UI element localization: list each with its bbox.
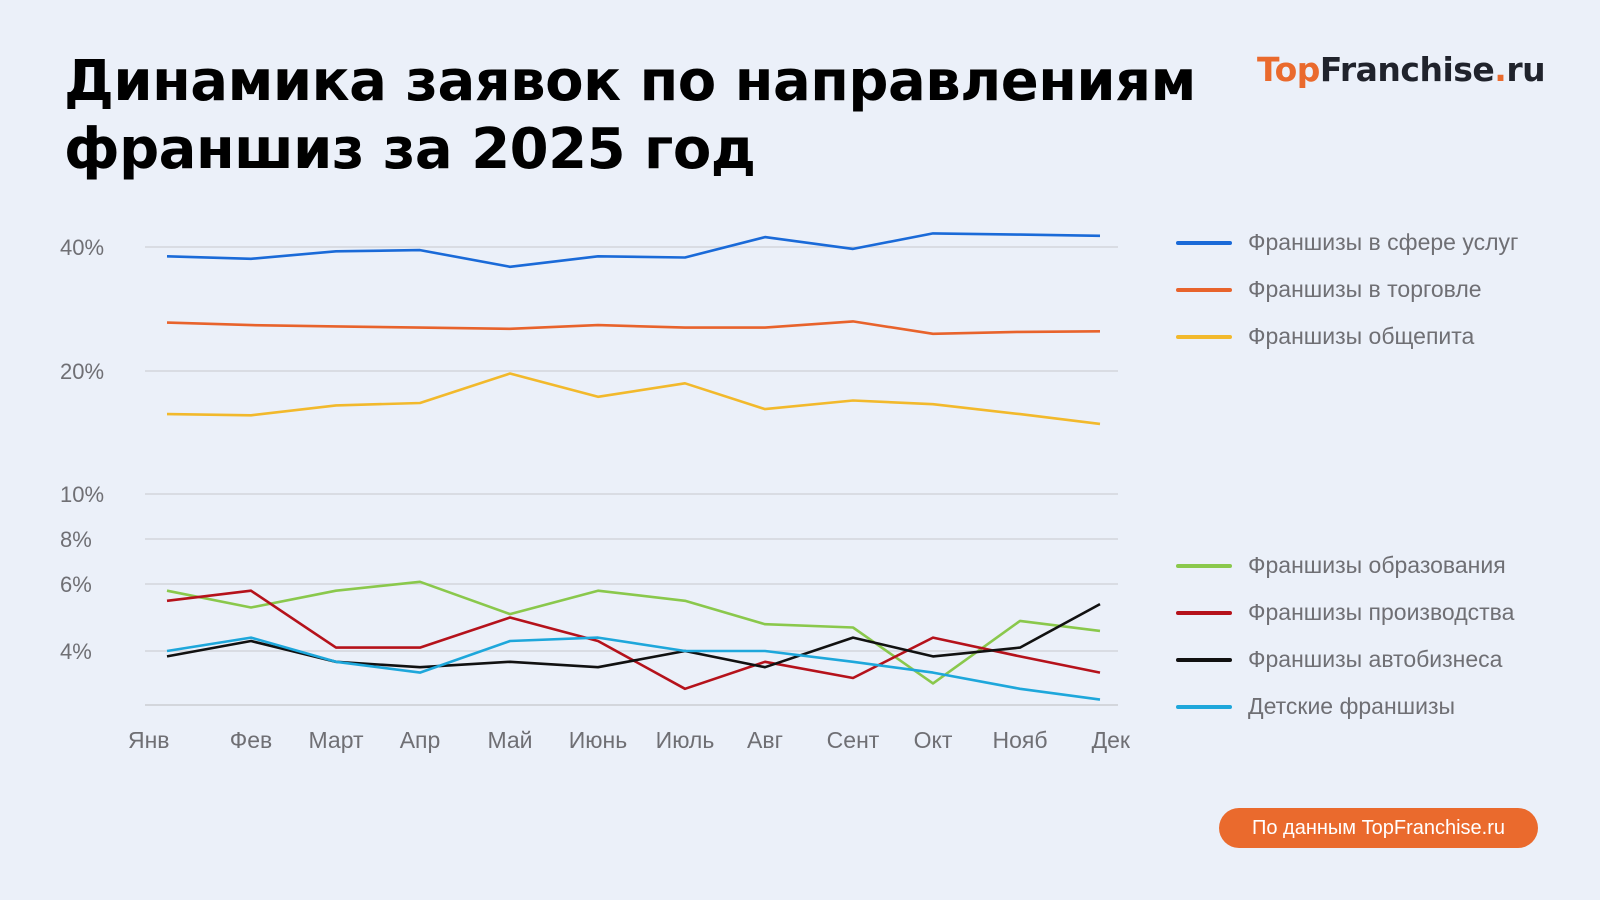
legend-swatch-auto: [1176, 657, 1232, 662]
series-line: [166, 636, 1101, 701]
logo-top: Top: [1257, 50, 1320, 89]
series-line: [166, 372, 1101, 426]
chart-series: [166, 232, 1101, 701]
legend-label: Детские франшизы: [1248, 693, 1456, 719]
x-tick-label: Июнь: [569, 727, 627, 753]
topfranchise-logo: TopFranchise.ru: [1257, 50, 1546, 89]
legend-swatch-food: [1176, 334, 1232, 339]
legend-swatch-production: [1176, 610, 1232, 615]
legend-item: Франшизы образования: [1176, 542, 1514, 589]
chart-gridlines: [145, 246, 1118, 706]
legend-item: Детские франшизы: [1176, 683, 1514, 730]
x-tick-label: Май: [487, 727, 532, 753]
y-tick-label: 20%: [60, 359, 104, 384]
y-tick-label: 40%: [60, 235, 104, 260]
legend-top-group: Франшизы в сфере услуг Франшизы в торгов…: [1176, 219, 1518, 360]
source-badge: По данным TopFranchise.ru: [1219, 808, 1538, 848]
legend-label: Франшизы производства: [1248, 599, 1515, 625]
legend-swatch-education: [1176, 563, 1232, 568]
y-tick-label: 10%: [60, 482, 104, 507]
y-tick-label: 6%: [60, 572, 92, 597]
legend-item: Франшизы производства: [1176, 589, 1514, 636]
series-line: [166, 580, 1101, 685]
y-tick-label: 8%: [60, 527, 92, 552]
x-tick-label: Сент: [827, 727, 880, 753]
logo-ru: ru: [1506, 50, 1546, 89]
legend-label: Франшизы в торговле: [1248, 276, 1482, 302]
logo-franchise: Franchise: [1319, 50, 1495, 89]
x-tick-label: Июль: [656, 727, 715, 753]
legend-item: Франшизы в торговле: [1176, 266, 1518, 313]
x-tick-label: Янв: [128, 727, 170, 753]
series-line: [166, 602, 1101, 669]
y-tick-label: 4%: [60, 639, 92, 664]
legend-label: Франшизы общепита: [1248, 323, 1475, 349]
series-line: [166, 232, 1101, 269]
x-tick-label: Окт: [914, 727, 953, 753]
legend-swatch-kids: [1176, 704, 1232, 709]
legend-swatch-trade: [1176, 287, 1232, 292]
x-tick-label: Авг: [747, 727, 783, 753]
x-tick-label: Апр: [400, 727, 441, 753]
legend-item: Франшизы в сфере услуг: [1176, 219, 1518, 266]
page-title: Динамика заявок по направлениям франшиз …: [64, 48, 1196, 184]
title-line-1: Динамика заявок по направлениям: [64, 49, 1196, 114]
legend-label: Франшизы автобизнеса: [1248, 646, 1503, 672]
legend-label: Франшизы образования: [1248, 552, 1506, 578]
series-line: [166, 589, 1101, 691]
legend-item: Франшизы автобизнеса: [1176, 636, 1514, 683]
x-tick-label: Март: [308, 727, 363, 753]
x-axis-ticks: Янв Фев Март Апр Май Июнь Июль Авг Сент Окт Нояб Де…: [128, 727, 1131, 753]
logo-dot: .: [1494, 50, 1507, 89]
series-line: [166, 320, 1101, 336]
title-line-2: франшиз за 2025 год: [64, 117, 756, 182]
x-tick-label: Дек: [1092, 727, 1131, 753]
y-axis-ticks: 40% 20% 10% 8% 6% 4%: [60, 235, 104, 664]
legend-swatch-services: [1176, 240, 1232, 245]
x-tick-label: Нояб: [992, 727, 1047, 753]
legend-item: Франшизы общепита: [1176, 313, 1518, 360]
x-tick-label: Фев: [230, 727, 273, 753]
legend-bottom-group: Франшизы образования Франшизы производст…: [1176, 542, 1514, 730]
legend-label: Франшизы в сфере услуг: [1248, 229, 1519, 255]
